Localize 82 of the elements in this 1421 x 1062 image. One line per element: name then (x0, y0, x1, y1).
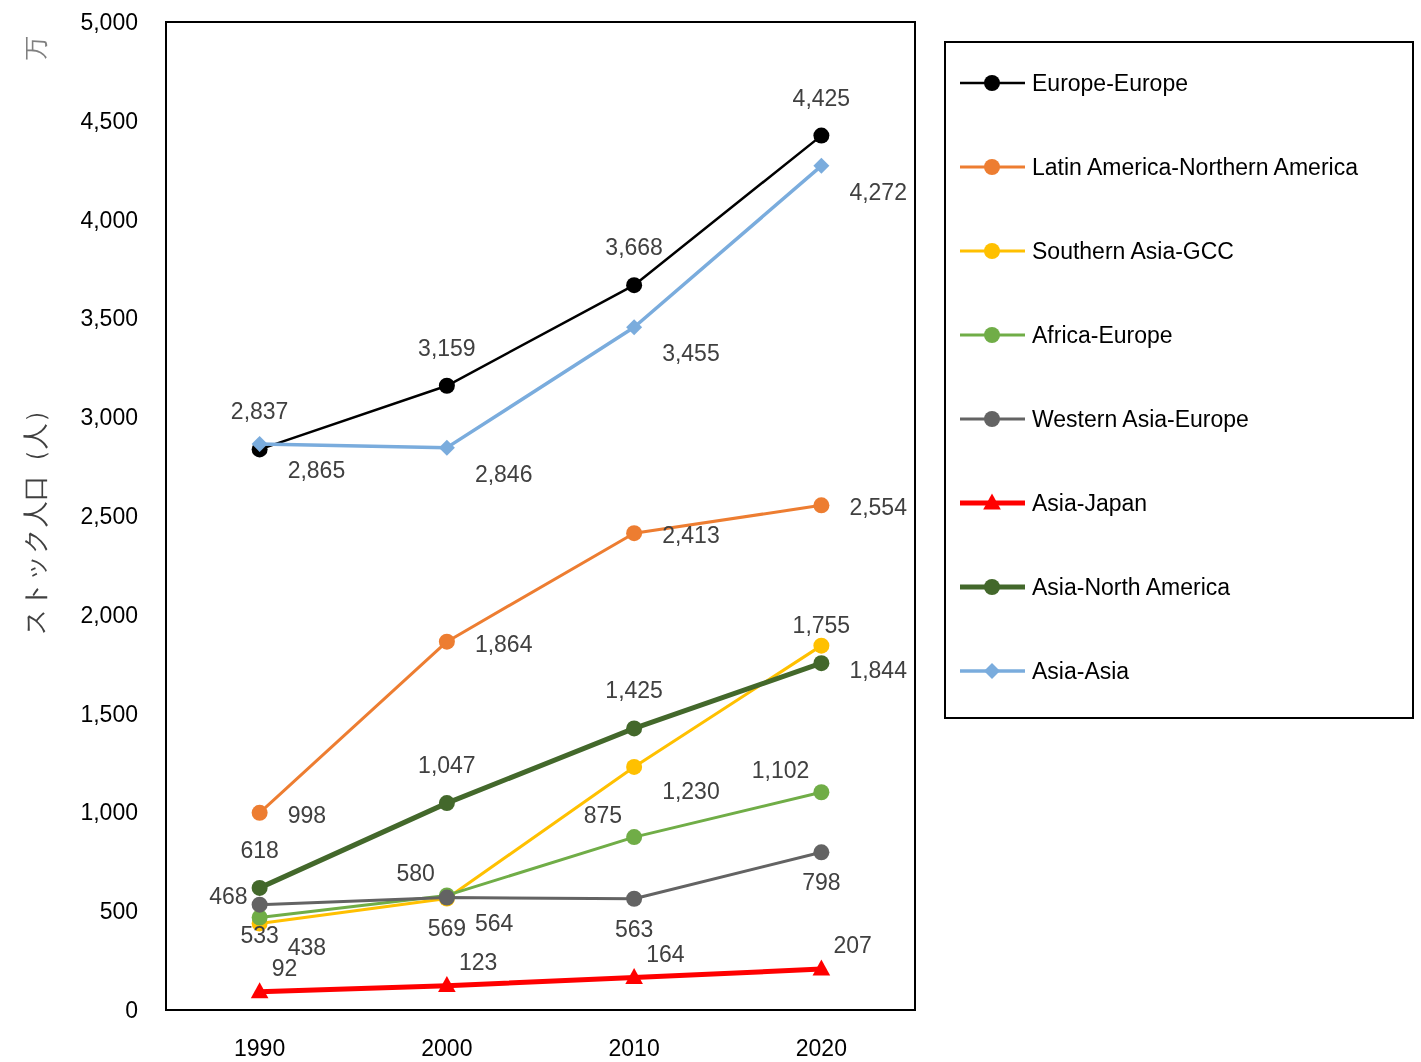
data-label: 4,425 (792, 84, 851, 111)
point (812, 959, 831, 976)
data-label: 580 (396, 860, 435, 887)
y-tick-label: 5,000 (80, 9, 138, 35)
data-label: 563 (614, 915, 654, 942)
legend-label: Africa-Europe (1032, 322, 1173, 348)
legend-label: Asia-North America (1032, 574, 1231, 600)
data-label: 2,865 (287, 456, 346, 483)
point (813, 127, 830, 144)
data-label: 1,102 (751, 757, 810, 784)
point (438, 439, 455, 456)
point (626, 758, 643, 775)
data-label: 798 (802, 869, 841, 896)
point (438, 976, 456, 993)
point (251, 879, 268, 896)
data-label: 1,047 (418, 752, 476, 779)
legend-label: Latin America-Northern America (1032, 154, 1359, 180)
point (438, 377, 455, 394)
point (626, 890, 643, 907)
data-label: 533 (240, 921, 279, 948)
data-label: 564 (474, 909, 514, 936)
point (813, 655, 830, 672)
legend-label: Europe-Europe (1032, 70, 1188, 96)
y-tick-label: 0 (125, 997, 138, 1023)
data-label: 1,864 (474, 630, 533, 657)
point (251, 896, 268, 913)
y-tick-label: 3,000 (80, 404, 138, 431)
data-label: 3,668 (605, 234, 663, 261)
point (438, 633, 455, 650)
data-label: 998 (287, 801, 326, 828)
point (438, 795, 455, 812)
point (626, 720, 643, 737)
data-label: 3,455 (662, 340, 720, 367)
data-label: 569 (427, 914, 467, 941)
point (625, 967, 643, 984)
text: 万 (22, 36, 49, 60)
legend-label: Southern Asia-GCC (1032, 238, 1234, 264)
data-label: 92 (271, 954, 298, 981)
point (813, 637, 830, 654)
point (251, 804, 268, 821)
x-tick-label: 2020 (795, 1035, 847, 1061)
y-tick-label: 4,500 (80, 107, 138, 134)
x-tick-label: 2000 (421, 1035, 473, 1061)
y-tick-label: 3,500 (80, 305, 138, 332)
data-label: 1,844 (849, 656, 908, 683)
data-label: 1,230 (662, 777, 720, 804)
data-label: 1,755 (792, 612, 851, 639)
legend-label: Asia-Japan (1032, 490, 1148, 516)
y-tick-label: 1,000 (80, 799, 138, 826)
y-tick-label: 2,500 (80, 503, 138, 529)
data-label: 207 (833, 932, 872, 959)
y-tick-label: 1,500 (80, 700, 138, 727)
data-label: 4,272 (849, 178, 907, 205)
legend-label: Asia-Asia (1032, 658, 1130, 684)
point (813, 784, 830, 801)
data-label: 2,837 (230, 398, 289, 425)
data-label: 3,159 (418, 334, 476, 361)
legend-label: Western Asia-Europe (1032, 406, 1249, 432)
data-label: 164 (646, 940, 685, 967)
y-axis-title: ストック人口（人） (20, 397, 50, 635)
data-label: 468 (209, 882, 248, 909)
data-label: 2,846 (474, 460, 533, 487)
point (626, 829, 643, 846)
point (626, 319, 643, 336)
data-label: 875 (583, 802, 623, 829)
point (813, 844, 830, 861)
data-label: 2,413 (662, 522, 720, 549)
data-label: 2,554 (849, 494, 908, 521)
y-tick-label: 500 (99, 898, 138, 925)
point (813, 497, 830, 514)
data-label: 1,425 (605, 677, 663, 704)
data-label: 123 (458, 948, 498, 975)
point (626, 277, 643, 294)
y-tick-label: 2,000 (80, 601, 138, 628)
point (813, 157, 830, 174)
data-label: 618 (240, 836, 279, 863)
point (251, 435, 268, 452)
x-tick-label: 1990 (234, 1035, 286, 1061)
x-tick-label: 2010 (608, 1035, 660, 1061)
point (626, 525, 643, 542)
point (250, 982, 269, 999)
y-tick-label: 4,000 (80, 206, 138, 233)
